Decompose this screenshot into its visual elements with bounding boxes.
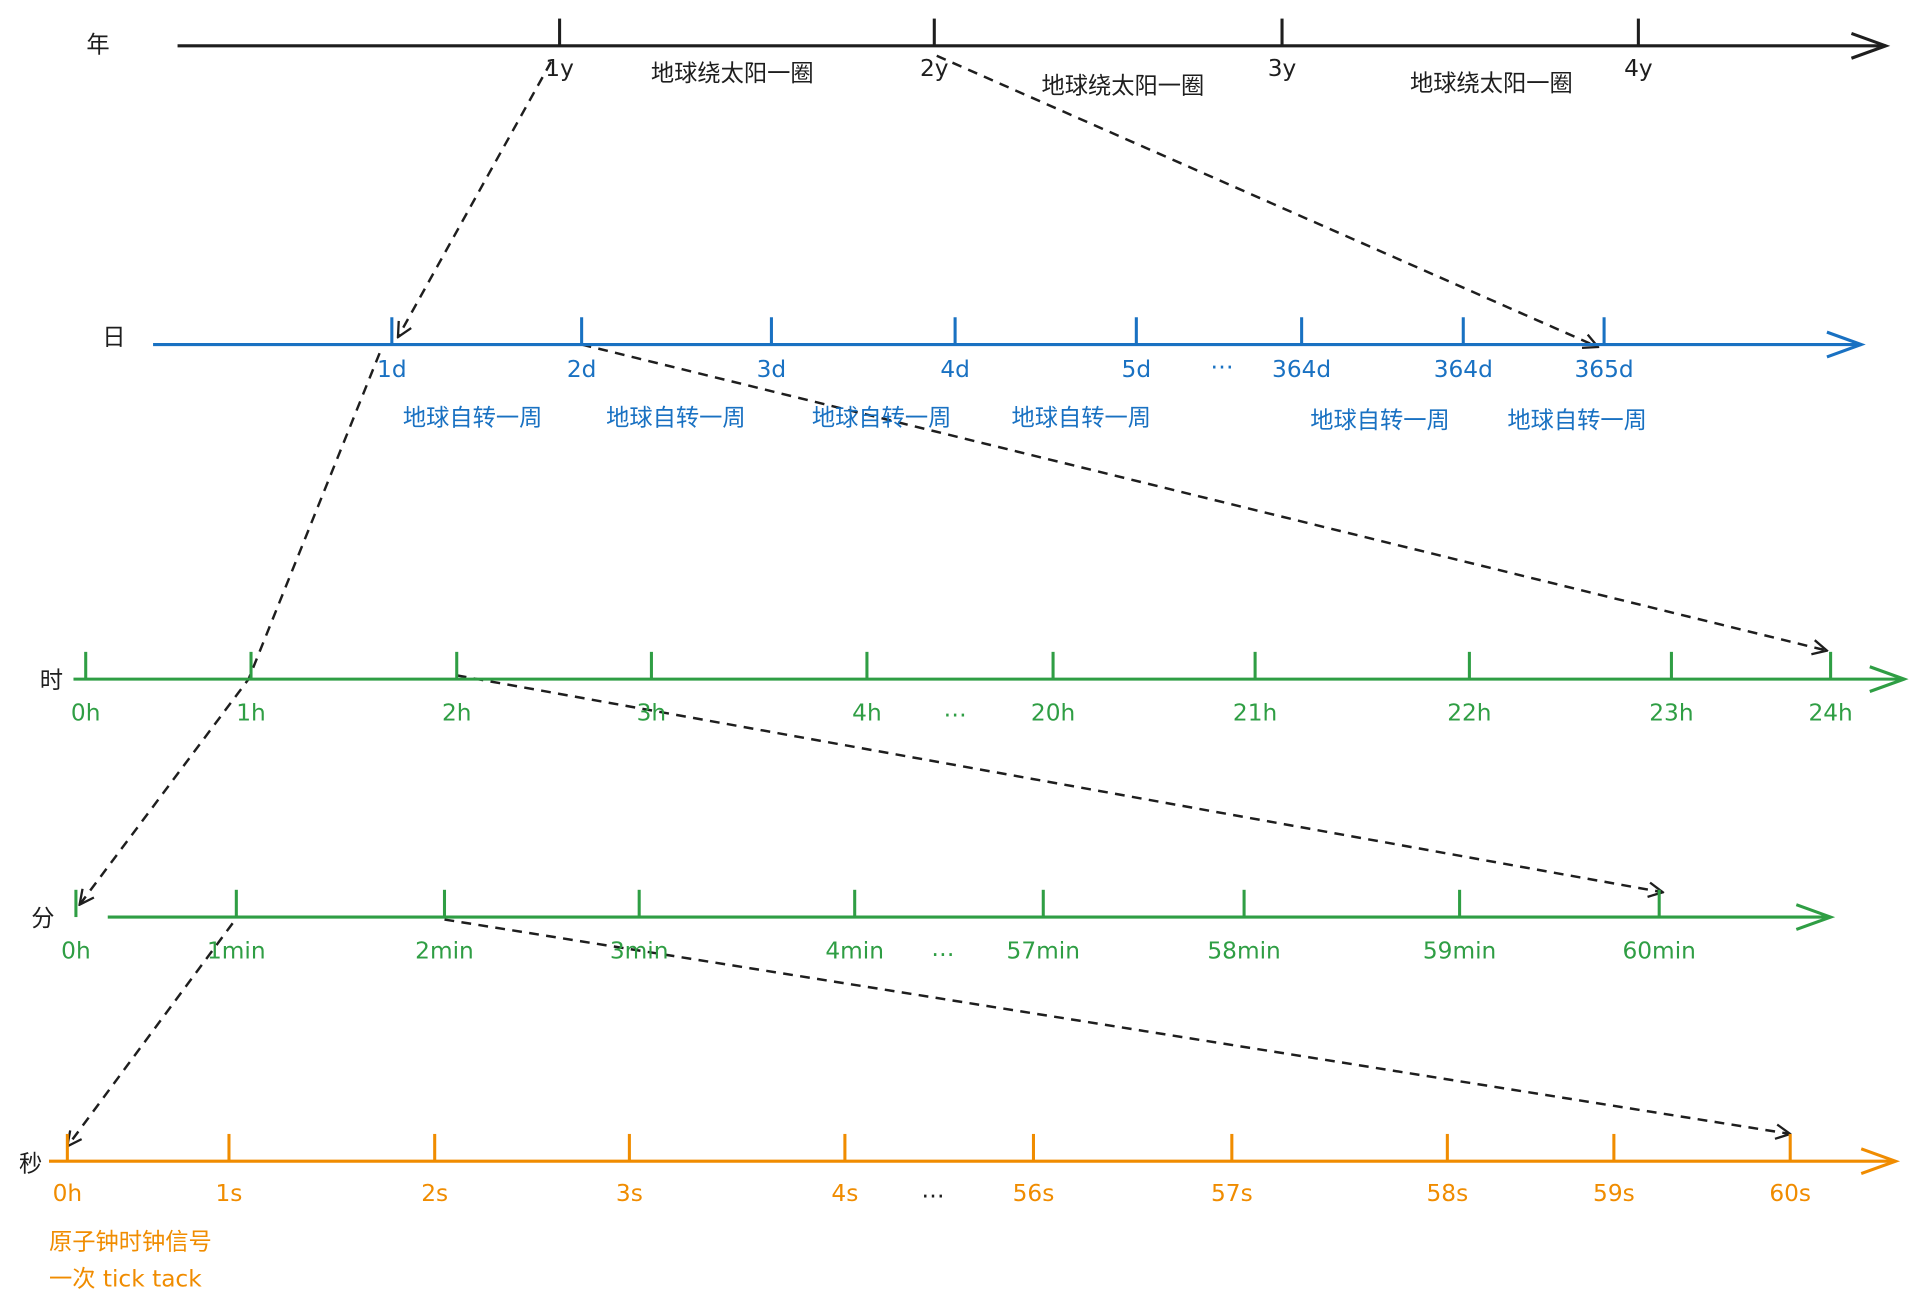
tick-label: 58min — [1207, 936, 1280, 964]
tick-label: 24h — [1808, 698, 1852, 726]
annotation: 一次 tick tack — [49, 1265, 202, 1293]
tick-label: 58s — [1426, 1179, 1468, 1207]
annotation: 地球自转一周 — [403, 403, 542, 431]
ellipsis: … — [943, 695, 966, 723]
tick-label: 57min — [1007, 936, 1080, 964]
tick-label: 20h — [1031, 698, 1075, 726]
axis-arrowhead — [1795, 903, 1836, 931]
tick-label: 56s — [1013, 1179, 1055, 1207]
tick-label: 365d — [1575, 355, 1634, 383]
tick-label: 2d — [567, 355, 597, 383]
tick-label: 364d — [1272, 355, 1331, 383]
row-label: 日 — [102, 323, 125, 351]
tick-label: 4s — [831, 1179, 858, 1207]
tick-label: 1h — [236, 698, 266, 726]
tick-label: 3h — [637, 698, 667, 726]
tick-label: 59s — [1593, 1179, 1635, 1207]
zoom-arrows — [67, 54, 1827, 1147]
tick-label: 0h — [53, 1179, 83, 1207]
tick-label: 0h — [61, 936, 91, 964]
annotation: 地球自转一周 — [812, 403, 951, 431]
tick-label: 22h — [1447, 698, 1491, 726]
annotation: 地球自转一周 — [1507, 406, 1646, 434]
annotation: 地球自转一周 — [1310, 406, 1449, 434]
tick-label: 59min — [1423, 936, 1496, 964]
annotation: 地球绕太阳一圈 — [651, 59, 814, 87]
tick-label: 3y — [1268, 54, 1297, 82]
tick-label: 4d — [940, 355, 970, 383]
tick-label: 1min — [207, 936, 266, 964]
annotation: 地球自转一周 — [1011, 403, 1150, 431]
ellipsis: … — [1210, 346, 1233, 374]
annotation: 地球绕太阳一圈 — [1410, 69, 1573, 97]
axis-arrowhead — [1850, 32, 1891, 60]
row-label: 时 — [40, 666, 63, 694]
row-label: 分 — [31, 904, 54, 932]
tick-label: 3d — [757, 355, 787, 383]
tick-label: 2s — [421, 1179, 448, 1207]
annotation: 地球自转一周 — [606, 403, 745, 431]
tick-label: 4y — [1624, 54, 1653, 82]
tick-label: 57s — [1211, 1179, 1253, 1207]
tick-label: 2y — [920, 54, 949, 82]
tick-label: 1s — [216, 1179, 243, 1207]
row-label: 秒 — [19, 1149, 42, 1177]
ellipsis: … — [931, 934, 954, 962]
annotation: 原子钟时钟信号 — [49, 1227, 212, 1255]
row-label: 年 — [86, 30, 109, 58]
tick-label: 21h — [1233, 698, 1277, 726]
tick-label: 60s — [1769, 1179, 1811, 1207]
tick-label: 2h — [442, 698, 472, 726]
axis-arrowhead — [1860, 1147, 1901, 1176]
tick-label: 60min — [1622, 936, 1695, 964]
tick-label: 4h — [852, 698, 882, 726]
tick-label: 2min — [415, 936, 474, 964]
tick-label: 0h — [71, 698, 101, 726]
tick-label: 1d — [377, 355, 407, 383]
tick-label: 4min — [825, 936, 884, 964]
axis-arrowhead — [1826, 330, 1866, 359]
ellipsis: … — [921, 1175, 944, 1203]
tick-label: 1y — [545, 54, 574, 82]
tick-label: 3min — [610, 936, 669, 964]
tick-label: 3s — [616, 1179, 643, 1207]
tick-label: 5d — [1122, 355, 1152, 383]
annotation: 地球绕太阳一圈 — [1041, 71, 1204, 99]
tick-label: 23h — [1649, 698, 1693, 726]
tick-label: 364d — [1434, 355, 1493, 383]
axis-arrowhead — [1869, 665, 1909, 693]
